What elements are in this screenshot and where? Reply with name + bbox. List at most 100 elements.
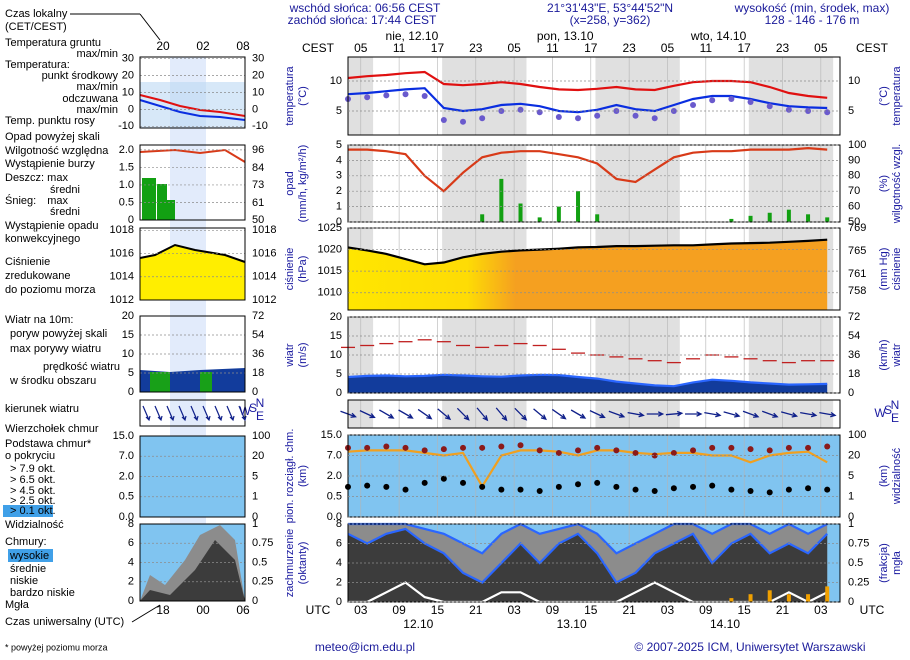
tick-label: 1 bbox=[848, 490, 854, 502]
wind-arrow bbox=[437, 408, 452, 421]
tick-label: 20 bbox=[122, 310, 134, 322]
data-point bbox=[421, 93, 428, 99]
tick-label: 10 bbox=[252, 86, 264, 98]
tick-label: 0.75 bbox=[252, 537, 273, 549]
bar bbox=[595, 214, 600, 222]
tick-label: 0.5 bbox=[119, 196, 134, 208]
tick-label: 15 bbox=[330, 330, 342, 342]
data-point bbox=[575, 481, 582, 488]
data-point bbox=[805, 485, 812, 492]
tick-label: 0.5 bbox=[119, 491, 134, 503]
data-point bbox=[728, 96, 735, 102]
series-outline bbox=[347, 238, 828, 266]
y2-axis-title: widzialność bbox=[891, 447, 903, 505]
wind-arrow bbox=[742, 410, 760, 418]
utc-hour: 15 bbox=[737, 603, 751, 617]
tick-label: 0 bbox=[128, 214, 134, 226]
tick-label: 2.0 bbox=[119, 144, 134, 156]
legend-swatch bbox=[8, 549, 53, 562]
utc-hour: 09 bbox=[546, 603, 560, 617]
bar bbox=[518, 203, 523, 222]
data-point bbox=[421, 479, 428, 486]
tick-label: 60 bbox=[848, 201, 860, 213]
legend-item: Ciśnienie bbox=[5, 256, 50, 268]
wind-arrow bbox=[704, 411, 722, 418]
y-axis-title: (°C) bbox=[297, 86, 309, 106]
bar bbox=[806, 594, 811, 602]
wind-arrow bbox=[761, 410, 779, 418]
tick-label: 5 bbox=[128, 367, 134, 379]
tick-label: 70 bbox=[848, 185, 860, 197]
tick-label: 1.0 bbox=[119, 179, 134, 191]
tick-label: 0.25 bbox=[848, 576, 869, 588]
tick-label: 4 bbox=[336, 154, 342, 166]
legend-item: bardzo niskie bbox=[10, 587, 75, 599]
mini-frame bbox=[139, 315, 246, 393]
y2-axis-title: (frakcja) bbox=[878, 543, 890, 583]
tick-label: 765 bbox=[848, 245, 866, 257]
utc-hour: 15 bbox=[584, 603, 598, 617]
legend-item: konwekcyjnego bbox=[5, 233, 80, 245]
legend-item: > 0.1 okt. bbox=[10, 505, 56, 517]
sample-line bbox=[139, 94, 246, 117]
series-line bbox=[347, 449, 828, 489]
wind-arrow bbox=[608, 410, 626, 418]
tick-label: 72 bbox=[848, 311, 860, 323]
data-point bbox=[785, 486, 792, 493]
bar bbox=[806, 214, 811, 222]
tick-label: 61 bbox=[252, 197, 264, 209]
bar bbox=[576, 191, 581, 222]
local-time-title: (CET/CEST) bbox=[5, 21, 67, 33]
data-point bbox=[383, 443, 390, 450]
tick-label: 1010 bbox=[318, 287, 342, 299]
tick-label: 0.75 bbox=[848, 537, 869, 549]
tick-label: 0 bbox=[252, 103, 258, 115]
tick-label: 20 bbox=[330, 311, 342, 323]
elevation: 128 - 146 - 176 m bbox=[765, 13, 860, 27]
local-hour: 23 bbox=[469, 41, 483, 55]
compass-label: S bbox=[884, 403, 892, 417]
mini-frame bbox=[139, 523, 246, 602]
legend-item: do poziomu morza bbox=[5, 284, 96, 296]
legend-item: średnie bbox=[10, 563, 46, 575]
data-point bbox=[613, 447, 620, 454]
y-axis-title: zachmurzenie bbox=[284, 529, 296, 597]
compass-label: E bbox=[891, 411, 899, 425]
tick-label: 7.0 bbox=[119, 450, 134, 462]
y2-axis-title: (km/h) bbox=[878, 339, 890, 370]
tick-label: 72 bbox=[252, 310, 264, 322]
series-area bbox=[348, 528, 828, 602]
series-line bbox=[347, 70, 828, 99]
legend-local-hour: 20 bbox=[156, 39, 170, 53]
tick-label: 0.0 bbox=[119, 511, 134, 523]
tick-label: 50 bbox=[252, 214, 264, 226]
tick-label: 1016 bbox=[110, 247, 134, 259]
sample-area bbox=[200, 372, 212, 392]
sample-arrow bbox=[166, 405, 175, 422]
tick-label: 761 bbox=[848, 268, 866, 280]
legend-item: > 7.9 okt. bbox=[10, 463, 56, 475]
data-point bbox=[440, 475, 447, 482]
data-point bbox=[555, 449, 562, 456]
legend-item: > 2.5 okt. bbox=[10, 495, 56, 507]
compass-label: S bbox=[249, 401, 257, 415]
elevation-title: wysokość (min, środek, max) bbox=[734, 1, 890, 15]
data-point bbox=[594, 479, 601, 486]
wind-arrow bbox=[476, 407, 489, 422]
y2-axis-title: (mm Hg) bbox=[878, 248, 890, 291]
y-axis-title: opad bbox=[284, 171, 296, 195]
utc-zone: UTC bbox=[860, 603, 885, 617]
tick-label: 36 bbox=[848, 349, 860, 361]
footnote: * powyżej poziomu morza bbox=[5, 642, 108, 652]
tick-label: 1 bbox=[252, 491, 258, 503]
local-hour: 17 bbox=[737, 41, 751, 55]
data-point bbox=[402, 444, 409, 451]
night-band bbox=[748, 145, 834, 222]
y2-axis-title: temperatura bbox=[891, 65, 903, 125]
utc-hour: 15 bbox=[431, 603, 445, 617]
y-axis-title: (m/s) bbox=[297, 342, 309, 367]
sample-area bbox=[150, 372, 170, 392]
legend-item: wysokie bbox=[9, 550, 49, 562]
legend-utc-hour: 00 bbox=[196, 603, 210, 617]
legend-samples bbox=[3, 57, 246, 601]
